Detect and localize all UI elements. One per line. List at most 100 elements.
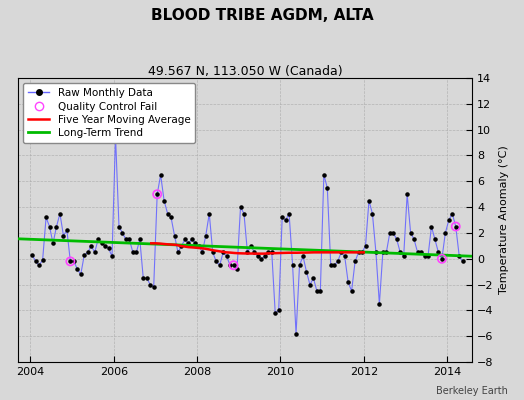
Point [386, 230, 394, 236]
Point [184, 240, 193, 246]
Point [309, 275, 318, 281]
Point [160, 198, 168, 204]
Point [296, 262, 304, 268]
Point [326, 262, 335, 268]
Point [351, 258, 359, 264]
Point [337, 249, 345, 256]
Point [299, 253, 307, 260]
Point [344, 279, 352, 285]
Point [389, 230, 397, 236]
Point [104, 245, 113, 252]
Point [77, 271, 85, 278]
Point [354, 249, 363, 256]
Point [83, 249, 92, 256]
Point [313, 288, 321, 294]
Point [281, 217, 290, 223]
Point [396, 249, 405, 256]
Point [372, 249, 380, 256]
Point [403, 191, 411, 198]
Point [292, 330, 300, 337]
Point [438, 256, 446, 262]
Point [305, 282, 314, 288]
Point [215, 262, 224, 268]
Point [247, 243, 255, 249]
Point [302, 268, 311, 275]
Point [146, 282, 155, 288]
Point [91, 249, 99, 256]
Point [431, 236, 439, 243]
Point [333, 258, 342, 264]
Point [417, 249, 425, 256]
Point [368, 210, 377, 217]
Point [157, 172, 165, 178]
Legend: Raw Monthly Data, Quality Control Fail, Five Year Moving Average, Long-Term Tren: Raw Monthly Data, Quality Control Fail, … [23, 83, 195, 143]
Point [434, 249, 443, 256]
Point [56, 210, 64, 217]
Point [202, 232, 210, 239]
Point [212, 258, 221, 264]
Point [438, 256, 446, 262]
Point [101, 243, 110, 249]
Point [49, 240, 57, 246]
Point [347, 288, 356, 294]
Point [132, 249, 140, 256]
Point [233, 266, 241, 272]
Y-axis label: Temperature Anomaly (°C): Temperature Anomaly (°C) [499, 146, 509, 294]
Point [243, 249, 252, 256]
Point [257, 256, 266, 262]
Point [115, 223, 123, 230]
Point [129, 249, 137, 256]
Point [362, 243, 370, 249]
Point [38, 257, 47, 263]
Title: 49.567 N, 113.050 W (Canada): 49.567 N, 113.050 W (Canada) [148, 65, 342, 78]
Point [122, 236, 130, 243]
Point [66, 258, 74, 264]
Point [205, 210, 213, 217]
Point [458, 258, 467, 264]
Point [111, 133, 119, 139]
Point [452, 223, 460, 230]
Point [358, 249, 366, 256]
Point [226, 262, 234, 268]
Point [194, 243, 203, 249]
Point [143, 275, 151, 281]
Point [153, 191, 161, 198]
Point [260, 253, 269, 260]
Point [191, 240, 200, 246]
Point [97, 240, 106, 246]
Point [198, 249, 206, 256]
Point [288, 262, 297, 268]
Point [94, 236, 102, 243]
Text: Berkeley Earth: Berkeley Earth [436, 386, 508, 396]
Point [365, 198, 373, 204]
Point [250, 249, 258, 256]
Point [341, 253, 349, 260]
Point [139, 275, 147, 281]
Point [427, 223, 435, 230]
Point [424, 253, 432, 260]
Point [125, 236, 134, 243]
Point [379, 249, 387, 256]
Point [87, 243, 95, 249]
Point [236, 204, 245, 210]
Point [209, 249, 217, 256]
Point [52, 223, 61, 230]
Point [445, 217, 453, 223]
Point [170, 232, 179, 239]
Point [407, 230, 415, 236]
Point [330, 262, 339, 268]
Point [278, 214, 287, 221]
Point [452, 223, 460, 230]
Point [230, 262, 238, 268]
Point [316, 288, 324, 294]
Point [73, 266, 82, 272]
Point [441, 230, 450, 236]
Point [271, 310, 279, 316]
Point [31, 258, 40, 264]
Point [219, 249, 227, 256]
Point [320, 172, 328, 178]
Point [174, 249, 182, 256]
Point [323, 184, 332, 191]
Point [136, 236, 144, 243]
Point [420, 253, 429, 260]
